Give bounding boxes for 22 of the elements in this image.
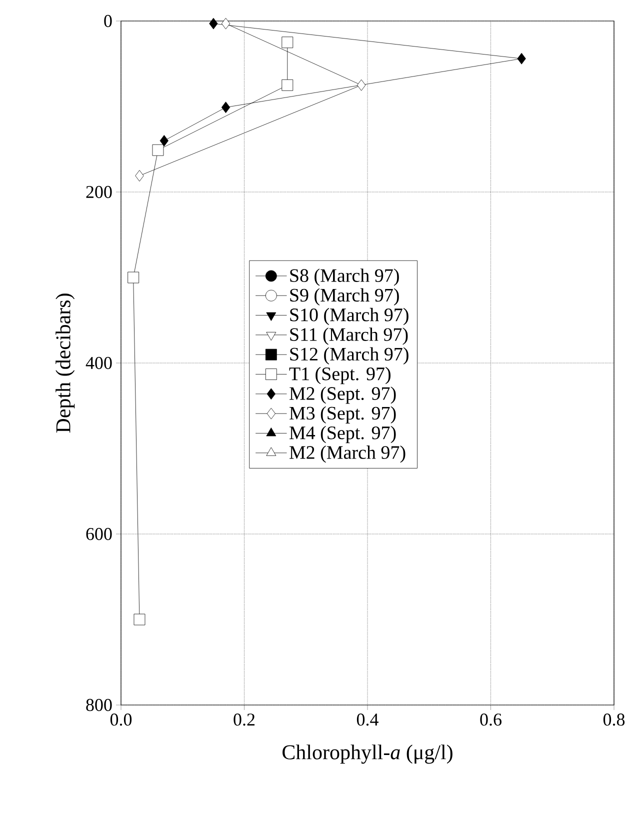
y-tick-label: 800 (86, 698, 112, 712)
legend-label: M2 (March 97) (290, 446, 406, 463)
legend-label: S8 (March 97) (290, 268, 399, 286)
y-tick-label: 200 (86, 186, 112, 198)
legend-label: S11 (March 97) (290, 328, 408, 345)
x-tick-label: 0.6 (480, 714, 502, 726)
y-tick-label: 400 (86, 356, 112, 370)
x-tick-label: 0.2 (234, 714, 254, 726)
x-axis-title: Chlorophyll-a (μg/l) (282, 744, 452, 764)
y-axis-title: Depth (decibars) (56, 294, 75, 433)
legend-label: S10 (March 97) (290, 308, 408, 326)
legend-label: M3 (Sept. 97) (290, 406, 396, 424)
legend-label: M4 (Sept. 97) (290, 426, 396, 444)
x-tick-label: 0.4 (356, 714, 378, 726)
legend-label: S9 (March 97) (290, 288, 399, 306)
legend-label: M2 (Sept. 97) (290, 386, 396, 404)
x-tick-label: 0.0 (110, 714, 132, 726)
y-tick-label: 600 (86, 528, 112, 540)
y-tick-label: 0 (104, 14, 112, 28)
legend-label: T1 (Sept. 97) (289, 366, 390, 384)
legend-label: S12 (March 97) (290, 347, 408, 364)
x-tick-label: 0.8 (603, 714, 625, 726)
